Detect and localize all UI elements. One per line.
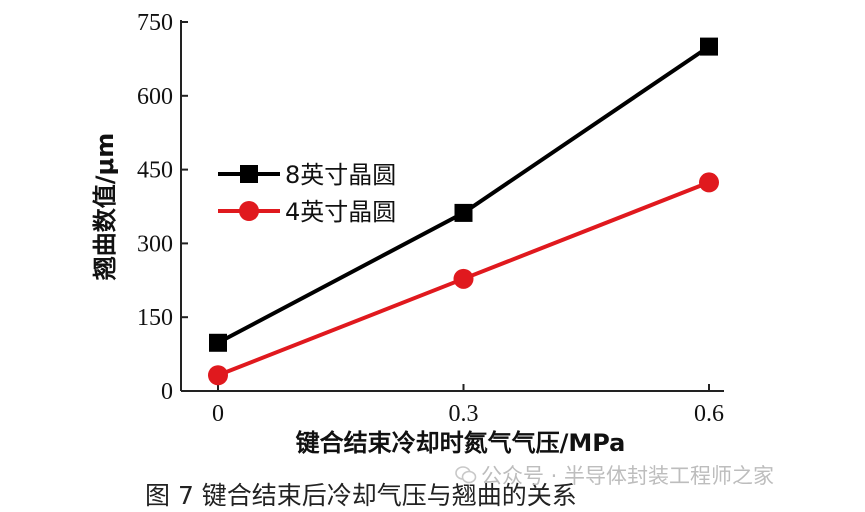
x-axis-label: 键合结束冷却时氮气气压/MPa — [296, 429, 626, 457]
data-point — [699, 172, 719, 193]
data-point — [209, 333, 227, 352]
y-tick-label: 0 — [161, 379, 173, 405]
x-tick-label: 0 — [212, 401, 224, 427]
x-tick-label: 0.3 — [449, 401, 479, 427]
y-tick-label: 750 — [137, 10, 173, 36]
legend-item: 8英寸晶圆 — [218, 161, 396, 189]
data-point — [700, 37, 718, 56]
legend: 8英寸晶圆 4英寸晶圆 — [218, 161, 396, 226]
watermark: 公众号 · 半导体封装工程师之家 — [455, 460, 774, 490]
figure-caption: 图 7 键合结束后冷却气压与翘曲的关系 — [145, 481, 577, 510]
legend-marker — [240, 165, 258, 183]
series-1 — [209, 37, 718, 352]
legend-marker — [239, 201, 259, 221]
plot-axes: 0 150 300 450 600 750 0 0.3 0.6 — [137, 10, 724, 427]
wechat-icon — [455, 466, 477, 484]
series-line — [217, 44, 711, 345]
y-tick-label: 150 — [137, 305, 173, 331]
y-tick-label: 450 — [137, 158, 173, 184]
legend-label: 8英寸晶圆 — [285, 161, 396, 189]
x-tick-label: 0.6 — [694, 401, 724, 427]
data-point — [454, 203, 473, 222]
watermark-text: 公众号 · 半导体封装工程师之家 — [481, 464, 775, 488]
legend-item: 4英寸晶圆 — [218, 198, 396, 226]
y-axis-label: 翘曲数值/μm — [91, 133, 119, 281]
y-tick-label: 600 — [137, 84, 173, 110]
data-point — [208, 365, 228, 386]
data-point — [453, 268, 474, 289]
legend-label: 4英寸晶圆 — [285, 198, 396, 226]
series-2 — [208, 172, 719, 386]
y-tick-label: 300 — [137, 231, 173, 257]
series-layer — [208, 37, 719, 386]
